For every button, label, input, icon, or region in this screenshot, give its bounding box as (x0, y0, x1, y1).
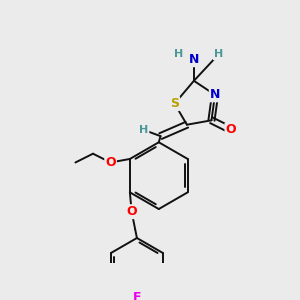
Text: O: O (105, 156, 116, 169)
Text: N: N (210, 88, 220, 101)
Text: F: F (133, 291, 141, 300)
Text: H: H (139, 125, 148, 135)
Text: O: O (226, 124, 236, 136)
Text: S: S (170, 97, 179, 110)
Text: H: H (214, 50, 223, 59)
Text: O: O (126, 205, 137, 218)
Text: N: N (189, 53, 199, 66)
Text: H: H (174, 50, 184, 59)
